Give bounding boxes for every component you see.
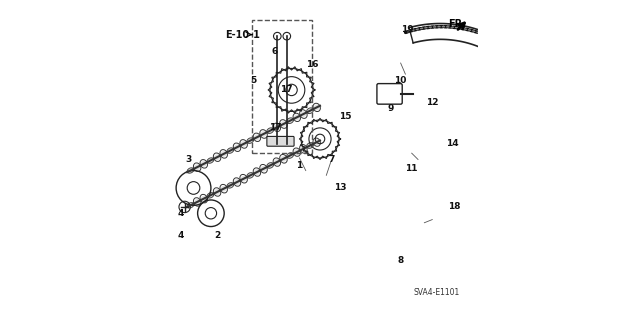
- Ellipse shape: [267, 128, 273, 134]
- Text: 17: 17: [280, 85, 293, 94]
- Ellipse shape: [241, 176, 247, 182]
- Text: 8: 8: [397, 256, 404, 265]
- Text: 16: 16: [306, 60, 318, 69]
- Text: 15: 15: [339, 112, 351, 121]
- Text: 6: 6: [271, 48, 277, 56]
- Ellipse shape: [201, 161, 207, 167]
- Ellipse shape: [241, 141, 247, 147]
- Text: 13: 13: [334, 183, 347, 192]
- Text: 7: 7: [328, 155, 334, 164]
- Ellipse shape: [188, 167, 194, 174]
- Text: 19: 19: [401, 25, 413, 34]
- FancyBboxPatch shape: [267, 137, 294, 146]
- Text: 4: 4: [178, 209, 184, 218]
- FancyBboxPatch shape: [377, 84, 402, 104]
- Ellipse shape: [260, 131, 267, 137]
- Ellipse shape: [234, 144, 240, 150]
- Text: 18: 18: [448, 203, 461, 211]
- Text: 14: 14: [447, 139, 459, 148]
- Ellipse shape: [294, 115, 300, 120]
- Ellipse shape: [274, 159, 280, 165]
- Text: 9: 9: [388, 104, 394, 113]
- Text: 4: 4: [178, 231, 184, 240]
- Ellipse shape: [194, 199, 200, 205]
- Ellipse shape: [294, 149, 300, 155]
- Ellipse shape: [214, 154, 220, 160]
- Ellipse shape: [207, 158, 214, 163]
- Text: 11: 11: [406, 165, 418, 174]
- Ellipse shape: [194, 164, 200, 170]
- Text: 2: 2: [214, 231, 220, 240]
- Ellipse shape: [227, 148, 234, 153]
- Text: 3: 3: [186, 155, 192, 164]
- Ellipse shape: [314, 139, 320, 145]
- Ellipse shape: [234, 179, 240, 185]
- Ellipse shape: [221, 186, 227, 192]
- Ellipse shape: [280, 156, 287, 162]
- Ellipse shape: [254, 134, 260, 140]
- Ellipse shape: [314, 105, 320, 110]
- Ellipse shape: [307, 108, 313, 114]
- Ellipse shape: [207, 192, 214, 198]
- Text: 17: 17: [269, 123, 282, 132]
- Ellipse shape: [267, 162, 273, 168]
- Text: 12: 12: [426, 98, 438, 107]
- Ellipse shape: [260, 166, 267, 172]
- Ellipse shape: [247, 173, 253, 178]
- Ellipse shape: [274, 124, 280, 130]
- Text: 5: 5: [250, 76, 257, 85]
- Ellipse shape: [227, 182, 234, 188]
- Ellipse shape: [254, 169, 260, 175]
- Ellipse shape: [300, 111, 307, 117]
- Ellipse shape: [247, 138, 253, 144]
- Ellipse shape: [287, 152, 293, 158]
- Ellipse shape: [280, 121, 287, 127]
- Text: E-10-1: E-10-1: [225, 30, 260, 40]
- Ellipse shape: [201, 196, 207, 202]
- Ellipse shape: [287, 118, 293, 123]
- Ellipse shape: [214, 189, 220, 195]
- Ellipse shape: [221, 151, 227, 157]
- Ellipse shape: [300, 146, 307, 152]
- Text: 1: 1: [296, 161, 303, 170]
- Text: FR.: FR.: [449, 19, 467, 28]
- Text: SVA4-E1101: SVA4-E1101: [414, 288, 460, 298]
- Ellipse shape: [188, 202, 194, 208]
- Ellipse shape: [307, 143, 313, 148]
- Text: 10: 10: [394, 76, 407, 85]
